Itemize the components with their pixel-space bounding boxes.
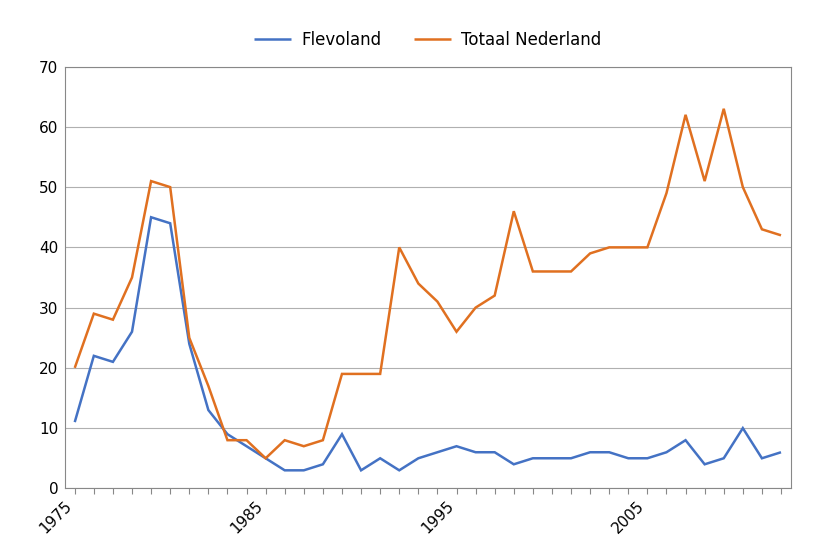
Flevoland [222,431,232,437]
Totaal Nederland [146,178,156,184]
Totaal Nederland [89,310,99,317]
Totaal Nederland [337,371,347,377]
Flevoland [662,449,672,456]
Totaal Nederland [413,280,423,287]
Flevoland [433,449,443,456]
Flevoland [318,461,328,468]
Legend: Flevoland, Totaal Nederland: Flevoland, Totaal Nederland [248,24,608,56]
Flevoland [70,419,80,426]
Totaal Nederland [662,190,672,196]
Flevoland [394,467,404,473]
Totaal Nederland [108,316,118,323]
Totaal Nederland [70,365,80,371]
Totaal Nederland [547,268,557,275]
Totaal Nederland [528,268,538,275]
Totaal Nederland [452,329,461,335]
Flevoland [299,467,309,473]
Totaal Nederland [261,455,271,462]
Flevoland [165,220,175,226]
Flevoland [375,455,385,462]
Flevoland [566,455,576,462]
Totaal Nederland [757,226,767,233]
Totaal Nederland [738,184,747,190]
Flevoland [356,467,366,473]
Flevoland [127,329,137,335]
Flevoland [280,467,289,473]
Totaal Nederland [776,232,786,239]
Totaal Nederland [318,437,328,443]
Totaal Nederland [471,304,481,311]
Totaal Nederland [356,371,366,377]
Flevoland [585,449,595,456]
Totaal Nederland [165,184,175,190]
Flevoland [757,455,767,462]
Totaal Nederland [241,437,251,443]
Totaal Nederland [127,274,137,281]
Totaal Nederland [394,244,404,251]
Flevoland [719,455,729,462]
Flevoland [89,352,99,359]
Flevoland [490,449,500,456]
Flevoland [452,443,461,450]
Totaal Nederland [681,112,690,118]
Totaal Nederland [490,292,500,299]
Totaal Nederland [509,208,518,215]
Flevoland [528,455,538,462]
Flevoland [604,449,614,456]
Totaal Nederland [700,178,710,184]
Totaal Nederland [604,244,614,251]
Flevoland [642,455,652,462]
Totaal Nederland [280,437,289,443]
Line: Flevoland: Flevoland [75,217,781,470]
Flevoland [547,455,557,462]
Flevoland [146,214,156,220]
Flevoland [337,431,347,437]
Totaal Nederland [375,371,385,377]
Totaal Nederland [433,298,443,305]
Flevoland [623,455,633,462]
Flevoland [184,340,194,347]
Flevoland [509,461,518,468]
Totaal Nederland [719,105,729,112]
Flevoland [108,359,118,365]
Flevoland [471,449,481,456]
Line: Totaal Nederland: Totaal Nederland [75,109,781,458]
Totaal Nederland [642,244,652,251]
Totaal Nederland [204,382,214,389]
Totaal Nederland [585,250,595,257]
Totaal Nederland [566,268,576,275]
Totaal Nederland [299,443,309,450]
Totaal Nederland [623,244,633,251]
Flevoland [413,455,423,462]
Flevoland [700,461,710,468]
Flevoland [738,425,747,431]
Flevoland [776,449,786,456]
Flevoland [204,407,214,413]
Flevoland [681,437,690,443]
Flevoland [241,443,251,450]
Flevoland [261,455,271,462]
Totaal Nederland [184,335,194,341]
Totaal Nederland [222,437,232,443]
